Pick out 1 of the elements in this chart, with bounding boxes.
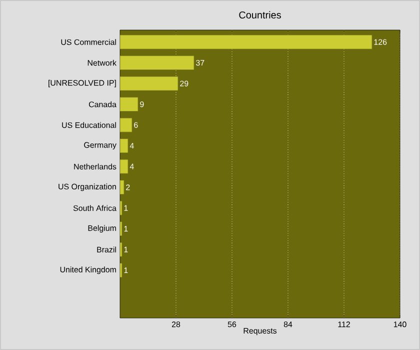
chart-title: Countries	[239, 11, 281, 18]
